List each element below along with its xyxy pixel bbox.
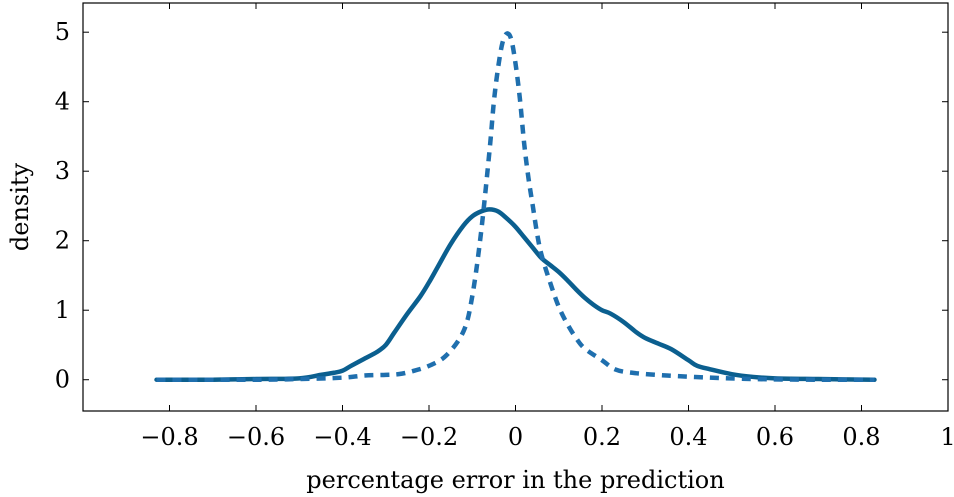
- x-tick-label: 0.2: [583, 423, 621, 451]
- y-tick-label: 0: [55, 366, 70, 394]
- x-tick-label: 0.6: [756, 423, 794, 451]
- y-tick-label: 4: [55, 88, 70, 116]
- x-tick-label: −0.2: [400, 423, 458, 451]
- dashed-density-line: [156, 31, 875, 383]
- x-tick-label: 0.4: [669, 423, 707, 451]
- x-axis-label: percentage error in the prediction: [306, 466, 724, 494]
- x-tick-label: −0.8: [140, 423, 198, 451]
- x-tick-label: 0.8: [842, 423, 880, 451]
- solid-density-line: [154, 207, 877, 383]
- x-tick-label: −0.4: [313, 423, 371, 451]
- y-tick-label: 3: [55, 157, 70, 185]
- x-tick-label: −0.6: [227, 423, 285, 451]
- x-tick-label: 0: [508, 423, 523, 451]
- y-tick-label: 1: [55, 296, 70, 324]
- x-tick-label: 1: [940, 423, 954, 451]
- y-axis-label: density: [6, 162, 34, 251]
- y-tick-label: 5: [55, 18, 70, 46]
- y-tick-label: 2: [55, 227, 70, 255]
